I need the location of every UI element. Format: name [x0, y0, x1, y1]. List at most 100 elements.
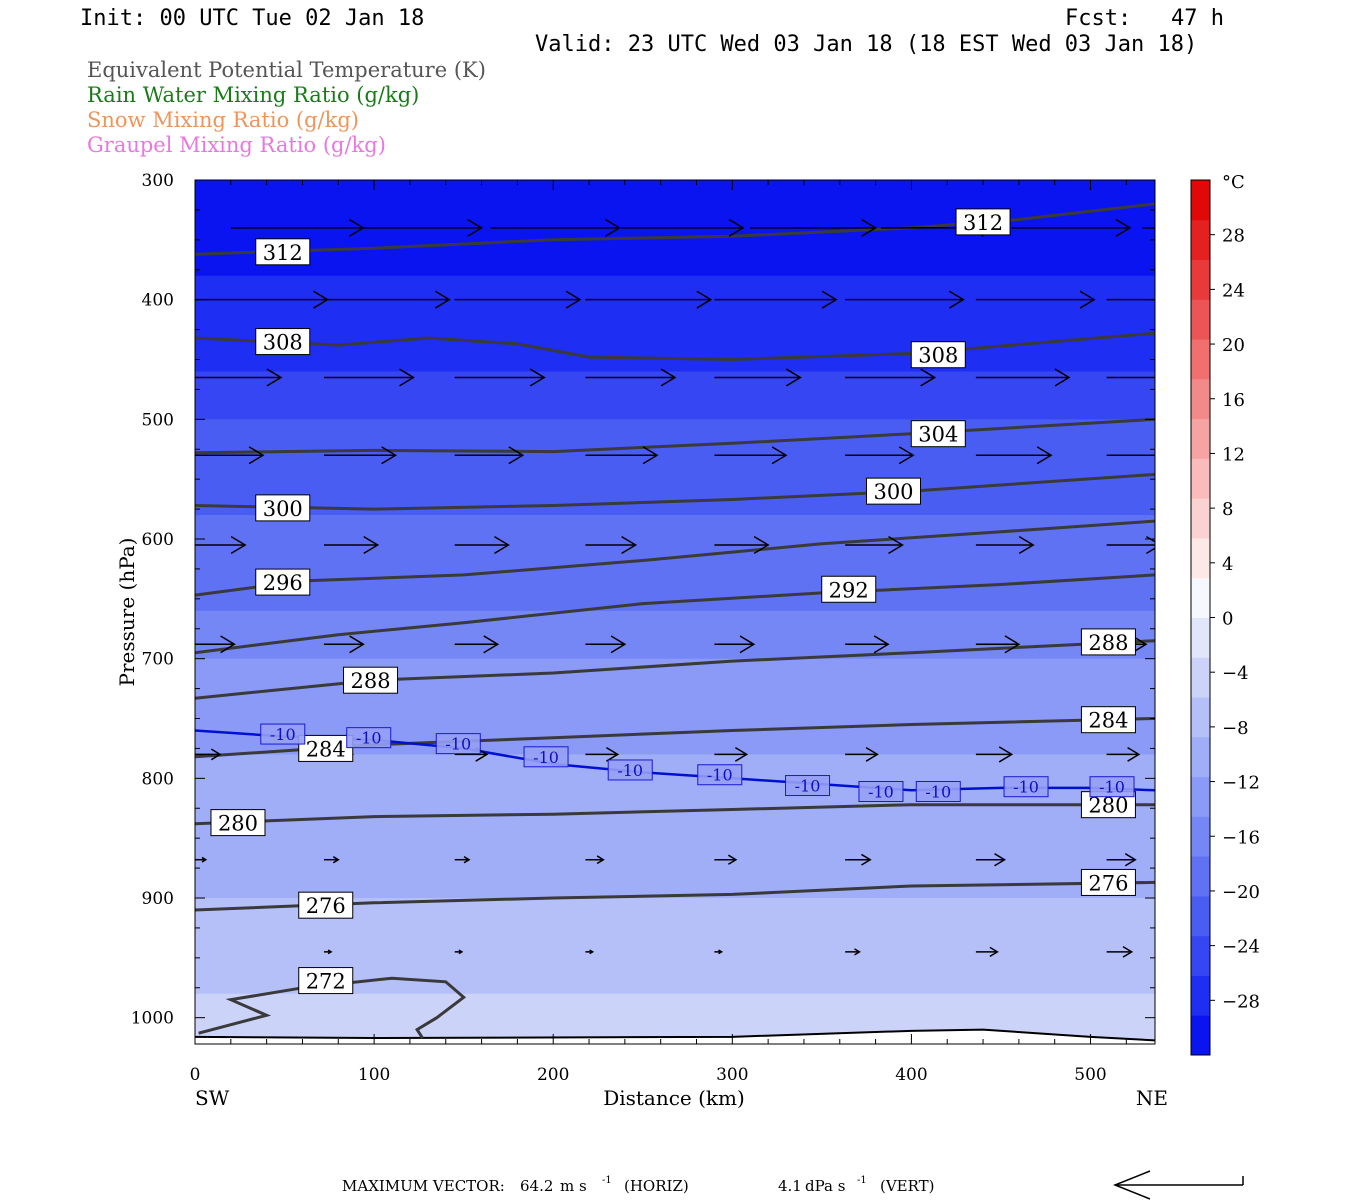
- theta-e-contour-292: [195, 573, 1155, 655]
- wind-vector: [975, 368, 1071, 387]
- temp-contour-label: -10: [1003, 776, 1049, 798]
- wind-vector: [845, 535, 904, 555]
- wind-vector: [714, 746, 749, 762]
- svg-text:300: 300: [263, 497, 303, 521]
- wind-vector: [714, 949, 724, 955]
- colorbar-swatch: [1191, 339, 1210, 380]
- wind-vector: [490, 218, 621, 237]
- forecast-hour-label: Fcst: 47 h: [1065, 6, 1224, 31]
- theta-e-label: 276: [1080, 868, 1136, 896]
- theta-e-label: 284: [298, 734, 354, 762]
- x-tick-label: 400: [895, 1065, 927, 1085]
- theta-e-label: 308: [910, 341, 966, 369]
- svg-text:300: 300: [873, 480, 913, 504]
- y-tick-label: 600: [142, 530, 174, 550]
- colorbar-label: 12: [1222, 444, 1245, 465]
- max-vector-arrow: [1112, 1170, 1244, 1200]
- svg-text:280: 280: [218, 812, 258, 836]
- contour-labels: 312 312 308 308 304 300 300 296 292 288 288 284 284 2…: [210, 208, 1136, 995]
- colorbar-label: −24: [1222, 937, 1260, 958]
- y-tick-label: 1000: [131, 1009, 174, 1029]
- theta-e-contour-280: [195, 803, 1155, 826]
- wind-vector: [454, 949, 464, 955]
- svg-text:-10: -10: [1013, 778, 1039, 797]
- x-tick-label: 100: [358, 1065, 390, 1085]
- colorbar-label: 20: [1222, 335, 1245, 356]
- colorbar-swatch: [1191, 657, 1210, 698]
- temp-band: [195, 610, 1155, 660]
- svg-text:-10: -10: [533, 748, 559, 767]
- temp-contour-label: -10: [260, 723, 306, 745]
- y-tick-label: 900: [142, 889, 174, 909]
- wind-vector: [585, 368, 677, 387]
- temp-band: [195, 515, 1155, 564]
- svg-text:272: 272: [306, 970, 346, 994]
- y-tick-label: 400: [142, 291, 174, 311]
- svg-text:-10: -10: [356, 729, 382, 748]
- wind-vector: [454, 290, 582, 309]
- theta-e-label: 292: [821, 575, 877, 603]
- horiz-unit: m s: [560, 1177, 587, 1195]
- colorbar-label: −12: [1222, 773, 1260, 794]
- wind-vector: [845, 368, 937, 387]
- wind-vector: [975, 446, 1053, 465]
- x-axis-title: Distance (km): [603, 1086, 745, 1110]
- sw-endpoint-label: SW: [195, 1086, 230, 1110]
- wind-vector: [1106, 853, 1137, 867]
- horiz-unit-exponent: -1: [602, 1175, 612, 1186]
- svg-text:312: 312: [263, 241, 303, 265]
- colorbar-swatch: [1191, 816, 1210, 857]
- colorbar-swatch: [1191, 498, 1210, 539]
- x-tick-label: 500: [1074, 1065, 1106, 1085]
- wind-vector: [845, 853, 872, 866]
- svg-text:280: 280: [1088, 794, 1128, 818]
- colorbar-swatch: [1191, 299, 1210, 340]
- colorbar-swatch: [1191, 458, 1210, 499]
- vert-tag: (VERT): [880, 1177, 935, 1195]
- svg-text:288: 288: [350, 669, 390, 693]
- colorbar-label: −4: [1222, 663, 1249, 684]
- theta-e-contour-312: [195, 202, 1155, 256]
- colorbar-swatch: [1191, 697, 1210, 738]
- wind-vector: [323, 856, 340, 864]
- wind-vector: [585, 635, 627, 654]
- wind-vector: [454, 535, 510, 555]
- svg-text:-10: -10: [925, 783, 951, 802]
- legend-entry-1: Rain Water Mixing Ratio (g/kg): [87, 83, 419, 107]
- wind-vector: [585, 746, 620, 762]
- colorbar-label: −20: [1222, 882, 1260, 903]
- theta-e-label: 300: [255, 494, 311, 522]
- wind-vector: [975, 635, 1021, 654]
- ne-endpoint-label: NE: [1136, 1086, 1168, 1110]
- temp-contour-label: -10: [697, 764, 743, 786]
- colorbar-swatch: [1191, 935, 1210, 976]
- horiz-tag: (HORIZ): [624, 1177, 689, 1195]
- wind-vector: [359, 218, 484, 237]
- theta-e-label: 296: [255, 568, 311, 596]
- wind-vector: [845, 446, 915, 465]
- wind-vector: [1106, 945, 1134, 958]
- temp-band: [195, 850, 1155, 900]
- colorbar-label: −16: [1222, 827, 1260, 848]
- theta-e-label: 276: [298, 891, 354, 919]
- wind-vector: [323, 535, 380, 555]
- temp-contour-label: -10: [785, 775, 831, 797]
- svg-text:284: 284: [306, 737, 346, 761]
- legend-entry-3: Graupel Mixing Ratio (g/kg): [87, 133, 386, 157]
- svg-text:312: 312: [963, 211, 1003, 235]
- temp-contour-label: -10: [915, 781, 961, 803]
- colorbar-swatch: [1191, 180, 1210, 221]
- theta-e-label: 280: [210, 809, 266, 837]
- svg-text:308: 308: [263, 331, 303, 355]
- legend-entry-0: Equivalent Potential Temperature (K): [87, 58, 486, 82]
- svg-text:-10: -10: [617, 761, 643, 780]
- wind-vector: [323, 949, 333, 955]
- colorbar-label: −8: [1222, 718, 1249, 739]
- svg-text:296: 296: [263, 571, 303, 595]
- svg-text:-10: -10: [868, 783, 894, 802]
- wind-vector: [621, 218, 745, 237]
- field-legend: Equivalent Potential Temperature (K)Rain…: [87, 58, 486, 157]
- wind-vector: [585, 949, 595, 955]
- theta-e-label: 300: [866, 477, 922, 505]
